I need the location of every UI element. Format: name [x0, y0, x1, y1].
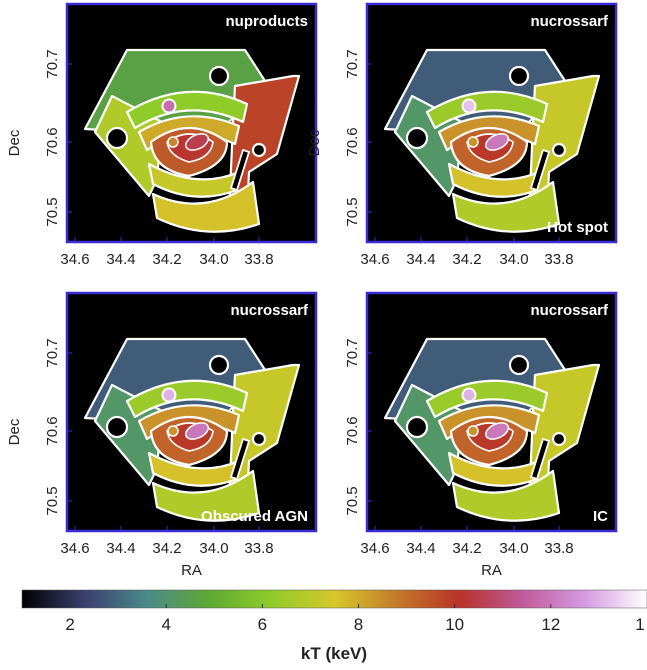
excluded-source — [551, 431, 567, 447]
region-core-blob — [184, 133, 210, 151]
colorbar-tick-label: 8 — [354, 615, 363, 634]
colorbar-gradient — [21, 589, 647, 609]
x-tick-label: 34.6 — [360, 251, 389, 268]
x-tick-label: 33.8 — [244, 540, 273, 557]
region-south-outer — [451, 469, 561, 522]
x-tick-label: 34.4 — [406, 540, 435, 557]
region-south-outer — [151, 469, 261, 522]
map-panel-3: nucrossarf Obscured AGN 34.6 34.4 34.2 34.0 33… — [6, 291, 318, 579]
region-small-blob — [167, 136, 179, 148]
colorbar: 2 4 6 8 10 12 1 kT (keV) — [21, 589, 647, 663]
region-ring-outer — [125, 379, 249, 419]
x-tick-label: 34.6 — [60, 540, 89, 557]
excluded-strip — [529, 148, 551, 192]
y-tick-label: 70.6 — [44, 127, 61, 156]
colorbar-label: kT (keV) — [301, 644, 367, 663]
y-tick-label: 70.7 — [44, 338, 61, 367]
x-tick-label: 34.4 — [406, 251, 435, 268]
y-axis-label: Dec — [6, 418, 23, 445]
x-tick-label: 34.2 — [452, 540, 481, 557]
y-axis-label: Dec — [6, 129, 23, 156]
panel-model-label: Obscured AGN — [201, 508, 308, 525]
x-tick-label: 34.6 — [360, 540, 389, 557]
map-panel-1: nuproducts 34.6 34.4 34.2 34.0 33.8 70.7 70.6 70… — [6, 2, 318, 268]
x-tick-label: 34.4 — [106, 540, 135, 557]
excluded-source — [208, 65, 230, 87]
colorbar-tick-label: 12 — [541, 615, 560, 634]
region-core-blob — [484, 133, 510, 151]
x-tick-label: 34.2 — [452, 251, 481, 268]
region-hot-spot — [461, 387, 477, 403]
excluded-source — [208, 354, 230, 376]
y-tick-label: 70.5 — [344, 197, 361, 226]
excluded-source — [405, 126, 429, 150]
excluded-source — [251, 431, 267, 447]
excluded-source — [251, 142, 267, 158]
excluded-strip — [229, 148, 251, 192]
x-tick-label: 33.8 — [244, 251, 273, 268]
y-tick-label: 70.7 — [344, 338, 361, 367]
region-hot-spot — [161, 98, 177, 114]
panel-method-label: nucrossarf — [530, 13, 609, 30]
region-hot-spot — [461, 98, 477, 114]
x-tick-label: 34.4 — [106, 251, 135, 268]
region-small-blob — [467, 425, 479, 437]
region-south-outer — [151, 180, 261, 233]
region-core-blob — [184, 422, 210, 440]
panel-model-label: IC — [593, 508, 608, 525]
y-axis-label: Dec — [306, 129, 323, 156]
y-tick-label: 70.7 — [44, 49, 61, 78]
map-panel-4: nucrossarf IC 34.6 34.4 34.2 34.0 33.8 70.7 70.6… — [344, 291, 618, 579]
x-tick-label: 34.2 — [152, 251, 181, 268]
x-tick-label: 34.2 — [152, 540, 181, 557]
region-small-blob — [467, 136, 479, 148]
panel-model-label: Hot spot — [547, 219, 608, 236]
region-south-outer — [451, 180, 561, 233]
excluded-source — [105, 415, 129, 439]
y-tick-label: 70.6 — [344, 416, 361, 445]
region-ring-outer — [425, 90, 549, 130]
panel-method-label: nucrossarf — [230, 302, 309, 319]
region-core-blob — [484, 422, 510, 440]
y-tick-label: 70.5 — [44, 197, 61, 226]
region-ring-outer — [425, 379, 549, 419]
panel-method-label: nuproducts — [226, 13, 309, 30]
x-tick-label: 34.0 — [499, 251, 528, 268]
y-tick-label: 70.5 — [344, 486, 361, 515]
region-ring-outer — [125, 90, 249, 130]
x-tick-label: 33.8 — [544, 540, 573, 557]
y-tick-label: 70.6 — [344, 127, 361, 156]
y-tick-label: 70.5 — [44, 486, 61, 515]
colorbar-tick-label: 4 — [161, 615, 170, 634]
excluded-source — [508, 354, 530, 376]
panel-method-label: nucrossarf — [530, 302, 609, 319]
x-axis-label: RA — [481, 562, 502, 579]
x-tick-label: 34.6 — [60, 251, 89, 268]
y-tick-label: 70.6 — [44, 416, 61, 445]
map-panel-2: nucrossarf Hot spot 34.6 34.4 34.2 34.0 33.8 70… — [306, 2, 618, 268]
excluded-strip — [229, 437, 251, 481]
excluded-source — [508, 65, 530, 87]
x-tick-label: 34.0 — [499, 540, 528, 557]
region-small-blob — [167, 425, 179, 437]
colorbar-tick-label: 2 — [65, 615, 74, 634]
excluded-strip — [529, 437, 551, 481]
y-tick-label: 70.7 — [344, 49, 361, 78]
x-tick-label: 33.8 — [544, 251, 573, 268]
x-tick-label: 34.0 — [199, 251, 228, 268]
colorbar-tick-label: 6 — [258, 615, 267, 634]
excluded-source — [405, 415, 429, 439]
x-tick-label: 34.0 — [199, 540, 228, 557]
excluded-source — [551, 142, 567, 158]
x-axis-label: RA — [181, 562, 202, 579]
region-hot-spot — [161, 387, 177, 403]
excluded-source — [105, 126, 129, 150]
colorbar-tick-label: 10 — [445, 615, 464, 634]
colorbar-tick-label: 1 — [635, 615, 644, 634]
